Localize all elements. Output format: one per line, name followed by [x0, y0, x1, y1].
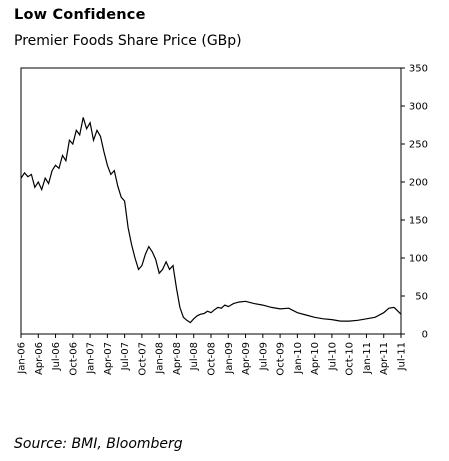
x-tick-label: Jan-09 [224, 342, 235, 375]
plot-area-frame [20, 67, 402, 335]
y-axis: 0 50 100 150 200 250 300 350 [401, 64, 428, 341]
x-tick-label: Jan-10 [293, 342, 304, 375]
x-tick-label: Jan-08 [155, 342, 166, 375]
x-tick-label: Jan-07 [86, 342, 97, 375]
x-tick-label: Oct-10 [345, 342, 356, 376]
chart-subtitle: Premier Foods Share Price (GBp) [14, 33, 242, 49]
x-tick-label: Jul-06 [51, 342, 62, 371]
x-tick-label: Oct-09 [276, 342, 287, 376]
x-tick-label: Jul-10 [327, 342, 338, 371]
x-tick-label: Apr-11 [379, 342, 390, 375]
x-tick-label: Jan-11 [362, 342, 373, 375]
x-tick-label: Jul-11 [397, 342, 408, 371]
x-tick-label: Apr-09 [241, 342, 252, 375]
y-tick-label: 200 [409, 178, 428, 189]
x-tick-label: Oct-08 [207, 342, 218, 376]
chart-title: Low Confidence [14, 7, 146, 23]
x-tick-label: Apr-08 [172, 342, 183, 375]
x-tick-label: Oct-07 [137, 342, 148, 376]
x-tick-label: Apr-10 [310, 342, 321, 375]
x-axis: Jan-06 Apr-06 Jul-06 Oct-06 Jan-07 Apr-07 Jul-… [17, 334, 408, 376]
x-tick-label: Jul-07 [120, 342, 131, 371]
y-tick-label: 250 [409, 140, 428, 151]
x-tick-label: Jan-06 [17, 342, 28, 375]
y-tick-label: 0 [422, 330, 428, 341]
share-price-line [20, 117, 402, 324]
y-tick-label: 100 [409, 254, 428, 265]
y-tick-label: 350 [409, 64, 428, 75]
x-tick-label: Apr-07 [103, 342, 114, 375]
x-tick-label: Oct-06 [68, 342, 79, 376]
x-tick-label: Apr-06 [34, 342, 45, 375]
x-tick-label: Jul-09 [258, 342, 269, 371]
y-tick-label: 50 [415, 292, 428, 303]
y-tick-label: 150 [409, 216, 428, 227]
y-tick-label: 300 [409, 102, 428, 113]
source-note: Source: BMI, Bloomberg [14, 436, 183, 452]
x-tick-label: Jul-08 [189, 342, 200, 371]
